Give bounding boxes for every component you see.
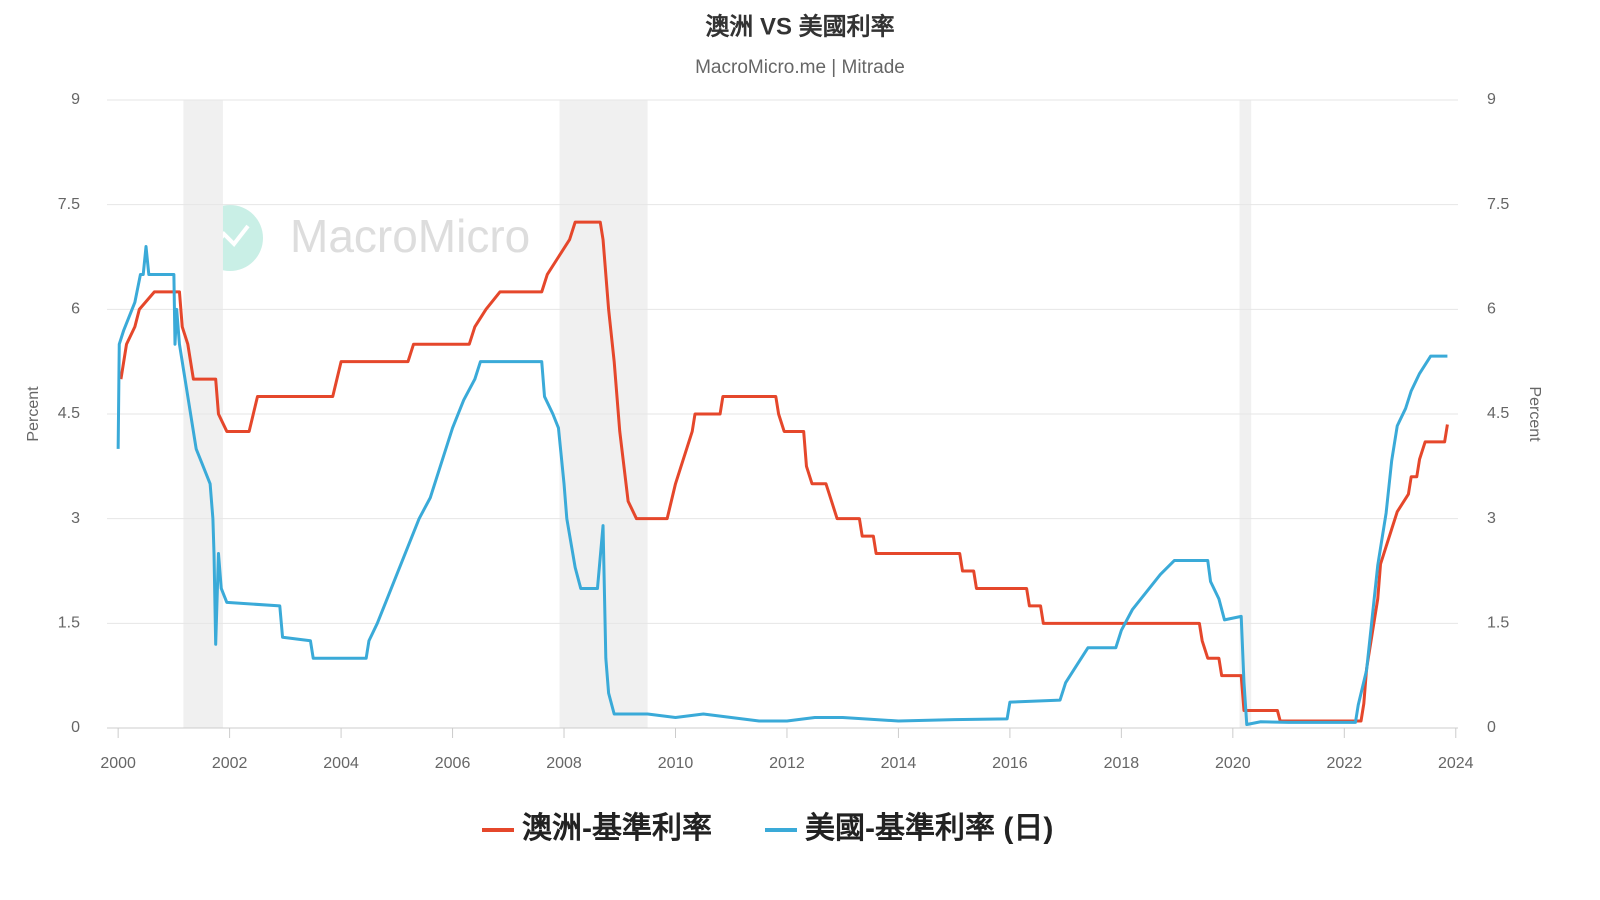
x-tick-label: 2014 — [881, 755, 917, 772]
y2-tick-label: 4.5 — [1487, 405, 1509, 422]
x-tick-label: 2018 — [1104, 755, 1140, 772]
y-tick-label: 0 — [71, 719, 80, 736]
x-tick-label: 2012 — [769, 755, 805, 772]
x-tick-label: 2008 — [546, 755, 582, 772]
y2-tick-label: 0 — [1487, 719, 1496, 736]
x-tick-label: 2004 — [323, 755, 359, 772]
y2-tick-label: 3 — [1487, 510, 1496, 527]
y-tick-label: 6 — [71, 301, 80, 318]
x-tick-label: 2000 — [100, 755, 136, 772]
y-tick-label: 1.5 — [58, 615, 80, 632]
x-tick-label: 2006 — [435, 755, 471, 772]
x-tick-label: 2020 — [1215, 755, 1251, 772]
y-tick-label: 7.5 — [58, 196, 80, 213]
y-axis-label: Percent — [25, 386, 42, 442]
series-line — [119, 220, 1449, 723]
y2-tick-label: 9 — [1487, 91, 1496, 108]
watermark: MacroMicro — [290, 210, 530, 262]
x-tick-label: 2010 — [658, 755, 694, 772]
y2-tick-label: 7.5 — [1487, 196, 1509, 213]
series-line — [116, 245, 1448, 727]
x-tick-label: 2022 — [1327, 755, 1363, 772]
y-tick-label: 9 — [71, 91, 80, 108]
x-tick-label: 2024 — [1438, 755, 1474, 772]
y-tick-label: 3 — [71, 510, 80, 527]
chart-subtitle: MacroMicro.me | Mitrade — [695, 57, 905, 78]
legend-label: 澳洲-基準利率 — [522, 811, 712, 845]
y2-tick-label: 1.5 — [1487, 615, 1509, 632]
y-tick-label: 4.5 — [58, 405, 80, 422]
x-tick-label: 2016 — [992, 755, 1028, 772]
y2-axis-label: Percent — [1526, 386, 1543, 442]
chart-title: 澳洲 VS 美國利率 — [705, 12, 894, 40]
y2-tick-label: 6 — [1487, 301, 1496, 318]
x-tick-label: 2002 — [212, 755, 248, 772]
legend-label: 美國-基準利率 (日) — [805, 811, 1053, 845]
